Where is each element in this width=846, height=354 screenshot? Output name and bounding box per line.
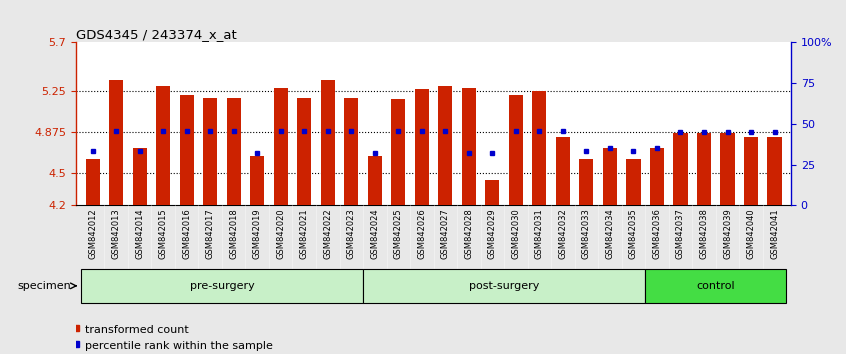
Bar [626,159,640,205]
Bar [344,98,359,205]
Text: GDS4345 / 243374_x_at: GDS4345 / 243374_x_at [76,28,237,41]
Text: GSM842038: GSM842038 [700,209,708,259]
Text: GSM842019: GSM842019 [253,209,261,259]
Text: GSM842012: GSM842012 [88,209,97,259]
Text: GSM842027: GSM842027 [441,209,450,259]
Bar [273,88,288,205]
Bar [203,98,217,205]
Text: GSM842016: GSM842016 [182,209,191,259]
Bar [227,98,241,205]
Text: GSM842013: GSM842013 [112,209,121,259]
Bar [508,95,523,205]
Text: GSM842036: GSM842036 [652,209,662,259]
Bar [580,159,594,205]
Text: GSM842024: GSM842024 [371,209,379,259]
Text: GSM842017: GSM842017 [206,209,215,259]
Bar [650,148,664,205]
Bar [250,156,264,205]
Text: GSM842041: GSM842041 [770,209,779,259]
Text: GSM842028: GSM842028 [464,209,474,259]
Bar [297,98,311,205]
Bar [438,86,453,205]
Text: GSM842033: GSM842033 [582,209,591,259]
Bar [321,80,335,205]
Bar [744,137,758,205]
Bar [462,88,476,205]
Bar [721,133,734,205]
Text: GSM842020: GSM842020 [277,209,285,259]
Bar [85,159,100,205]
Text: GSM842026: GSM842026 [417,209,426,259]
Bar [415,89,429,205]
Bar [179,95,194,205]
Bar [673,133,688,205]
Text: pre-surgery: pre-surgery [190,281,255,291]
Text: GSM842021: GSM842021 [299,209,309,259]
Text: GSM842023: GSM842023 [347,209,356,259]
Text: GSM842034: GSM842034 [606,209,614,259]
Text: GSM842018: GSM842018 [229,209,239,259]
Bar [81,269,363,303]
Bar [391,99,405,205]
Bar [556,137,570,205]
Text: GSM842035: GSM842035 [629,209,638,259]
Bar [157,86,170,205]
Text: GSM842029: GSM842029 [488,209,497,259]
Text: GSM842014: GSM842014 [135,209,144,259]
Bar [109,80,124,205]
Bar [697,133,711,205]
Text: transformed count: transformed count [85,325,189,335]
Text: GSM842030: GSM842030 [511,209,520,259]
Bar [486,180,499,205]
Bar [645,269,786,303]
Bar [532,91,547,205]
Text: GSM842032: GSM842032 [558,209,568,259]
Bar [603,148,617,205]
Text: GSM842040: GSM842040 [746,209,755,259]
Text: GSM842025: GSM842025 [393,209,403,259]
Bar [363,269,645,303]
Bar [368,156,382,205]
Text: GSM842031: GSM842031 [535,209,544,259]
Text: GSM842037: GSM842037 [676,209,685,259]
Bar [133,148,146,205]
Text: specimen: specimen [18,281,71,291]
Text: control: control [696,281,735,291]
Text: GSM842015: GSM842015 [159,209,168,259]
Text: GSM842022: GSM842022 [323,209,332,259]
Text: GSM842039: GSM842039 [723,209,732,259]
Bar [767,137,782,205]
Text: post-surgery: post-surgery [469,281,539,291]
Text: percentile rank within the sample: percentile rank within the sample [85,341,272,351]
